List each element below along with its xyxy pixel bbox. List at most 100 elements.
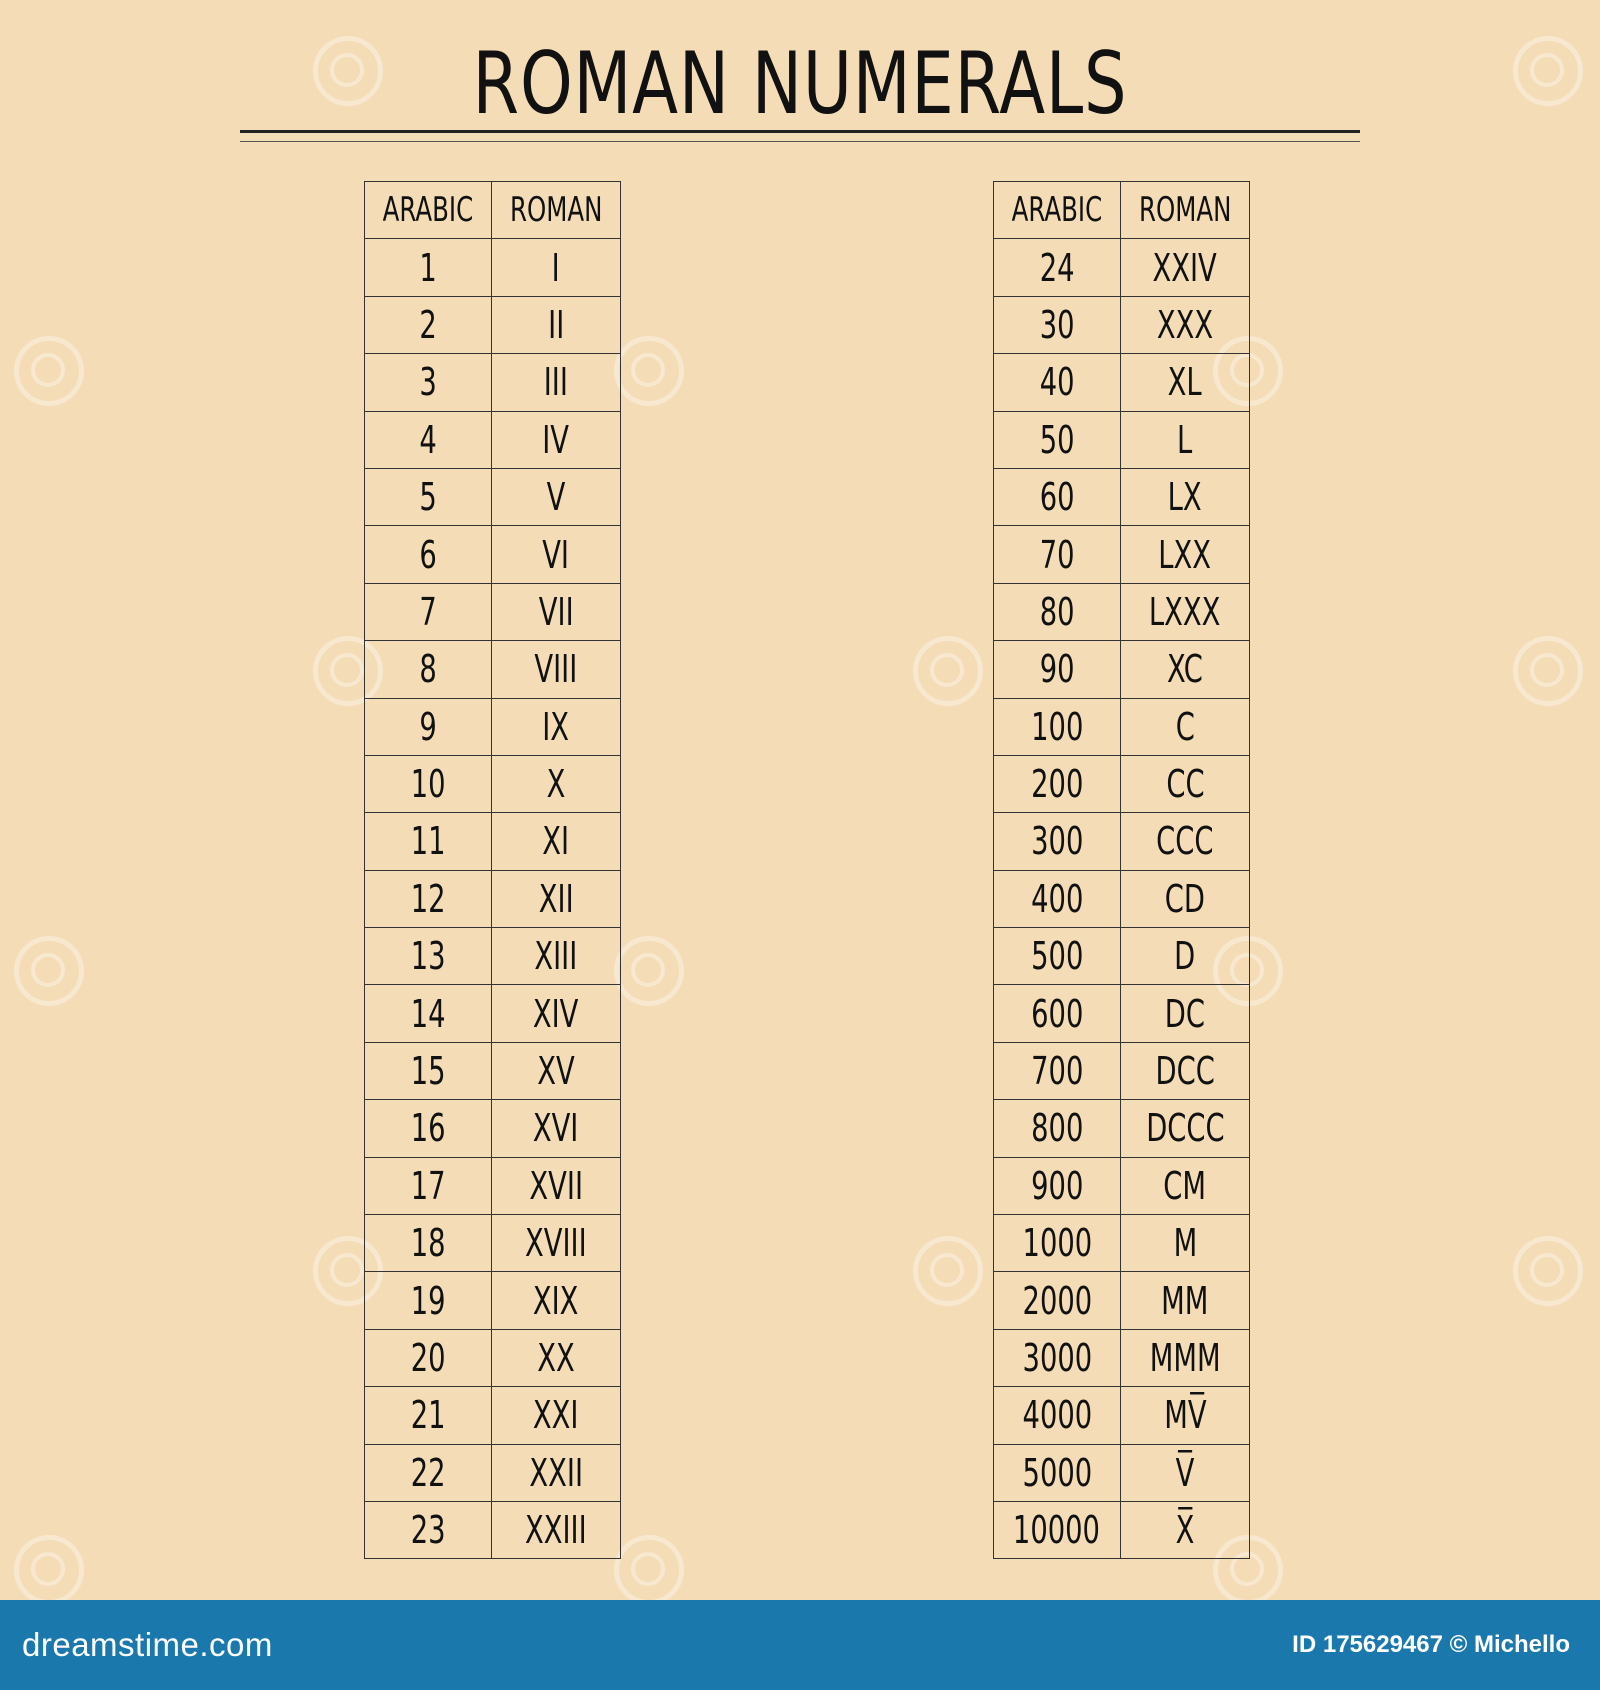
roman-cell: V̅ — [1119, 1443, 1251, 1502]
arabic-cell: 16 — [364, 1099, 492, 1158]
roman-cell: XX — [490, 1328, 622, 1388]
table-row: 20 XX — [364, 1328, 622, 1388]
arabic-header: ARABIC — [364, 180, 492, 240]
arabic-cell: 14 — [364, 984, 492, 1043]
roman-cell: XL — [1119, 353, 1251, 412]
roman-cell: XIV — [490, 984, 622, 1043]
roman-cell: CC — [1119, 754, 1251, 814]
roman-cell: XXI — [490, 1386, 622, 1445]
table-row: 12 XII — [364, 869, 622, 929]
table-row: 400 CD — [993, 869, 1251, 929]
table-row: 9 IX — [364, 697, 622, 756]
roman-cell: XC — [1119, 640, 1251, 699]
roman-cell: XXII — [490, 1443, 622, 1502]
roman-cell: X — [490, 754, 622, 814]
table-row: 3000 MMM — [993, 1328, 1251, 1388]
roman-cell: XVIII — [490, 1214, 622, 1273]
table-row: 60 LX — [993, 467, 1251, 527]
table-header-row: ARABIC ROMAN — [364, 180, 622, 240]
table-row: 5000 V̅ — [993, 1443, 1251, 1502]
roman-cell: XI — [490, 812, 622, 871]
arabic-cell: 13 — [364, 927, 492, 986]
roman-cell: L — [1119, 410, 1251, 469]
arabic-cell: 200 — [993, 754, 1121, 814]
roman-cell: XIII — [490, 927, 622, 986]
table-row: 70 LXX — [993, 525, 1251, 584]
title-underline — [240, 130, 1360, 133]
arabic-cell: 500 — [993, 927, 1121, 986]
arabic-cell: 900 — [993, 1156, 1121, 1216]
roman-header: ROMAN — [1119, 180, 1251, 240]
arabic-cell: 30 — [993, 295, 1121, 355]
table-row: 2 II — [364, 295, 622, 355]
arabic-cell: 15 — [364, 1041, 492, 1101]
arabic-header: ARABIC — [993, 180, 1121, 240]
roman-cell: D — [1119, 927, 1251, 986]
roman-cell: MM — [1119, 1271, 1251, 1330]
arabic-cell: 21 — [364, 1386, 492, 1445]
arabic-cell: 2000 — [993, 1271, 1121, 1330]
roman-cell: LXX — [1119, 525, 1251, 584]
table-row: 17 XVII — [364, 1156, 622, 1216]
roman-cell: DCCC — [1119, 1099, 1251, 1158]
table-row: 7 VII — [364, 582, 622, 642]
arabic-cell: 300 — [993, 812, 1121, 871]
arabic-cell: 4000 — [993, 1386, 1121, 1445]
table-row: 200 CC — [993, 754, 1251, 814]
arabic-cell: 1000 — [993, 1214, 1121, 1273]
arabic-cell: 4 — [364, 410, 492, 469]
table-row: 11 XI — [364, 812, 622, 871]
roman-cell: DCC — [1119, 1041, 1251, 1101]
arabic-cell: 2 — [364, 295, 492, 355]
arabic-cell: 24 — [993, 238, 1121, 297]
roman-cell: CCC — [1119, 812, 1251, 871]
roman-cell: LXXX — [1119, 582, 1251, 642]
arabic-cell: 6 — [364, 525, 492, 584]
table-row: 100 C — [993, 697, 1251, 756]
arabic-cell: 17 — [364, 1156, 492, 1216]
table-row: 10 X — [364, 754, 622, 814]
footer-image-credit: ID 175629467 © Michello — [1292, 1631, 1570, 1658]
arabic-cell: 11 — [364, 812, 492, 871]
table-row: 40 XL — [993, 353, 1251, 412]
table-row: 3 III — [364, 353, 622, 412]
watermark-footer-bar: dreamstime.com ID 175629467 © Michello — [0, 1600, 1600, 1690]
arabic-cell: 22 — [364, 1443, 492, 1502]
arabic-cell: 80 — [993, 582, 1121, 642]
roman-cell: X̅ — [1119, 1500, 1251, 1560]
arabic-cell: 23 — [364, 1500, 492, 1560]
arabic-cell: 600 — [993, 984, 1121, 1043]
table-row: 22 XXII — [364, 1443, 622, 1502]
footer-site-name: dreamstime.com — [22, 1626, 273, 1663]
arabic-cell: 1 — [364, 238, 492, 297]
arabic-cell: 40 — [993, 353, 1121, 412]
roman-cell: IV — [490, 410, 622, 469]
arabic-cell: 3 — [364, 353, 492, 412]
table-row: 600 DC — [993, 984, 1251, 1043]
arabic-cell: 700 — [993, 1041, 1121, 1101]
arabic-cell: 100 — [993, 697, 1121, 756]
arabic-cell: 9 — [364, 697, 492, 756]
roman-cell: XV — [490, 1041, 622, 1101]
arabic-cell: 20 — [364, 1328, 492, 1388]
roman-cell: XXIV — [1119, 238, 1251, 297]
arabic-cell: 12 — [364, 869, 492, 929]
roman-cell: MMM — [1119, 1328, 1251, 1388]
table-row: 4 IV — [364, 410, 622, 469]
roman-cell: VII — [490, 582, 622, 642]
numerals-table-left: ARABIC ROMAN 1 I 2 II 3 III 4 IV 5 V 6 VI 7 VII 8 VIII 9… — [364, 180, 622, 1560]
arabic-cell: 5 — [364, 467, 492, 527]
roman-cell: XXIII — [490, 1500, 622, 1560]
table-row: 1000 M — [993, 1214, 1251, 1273]
roman-cell: CM — [1119, 1156, 1251, 1216]
numerals-table-right: ARABIC ROMAN 24 XXIV 30 XXX 40 XL 50 L 60 LX 70 LXX… — [993, 180, 1251, 1560]
table-row: 80 LXXX — [993, 582, 1251, 642]
roman-cell: XVI — [490, 1099, 622, 1158]
table-row: 18 XVIII — [364, 1214, 622, 1273]
arabic-cell: 10 — [364, 754, 492, 814]
roman-cell: CD — [1119, 869, 1251, 929]
table-row: 50 L — [993, 410, 1251, 469]
table-row: 13 XIII — [364, 927, 622, 986]
roman-cell: XIX — [490, 1271, 622, 1330]
table-row: 800 DCCC — [993, 1099, 1251, 1158]
